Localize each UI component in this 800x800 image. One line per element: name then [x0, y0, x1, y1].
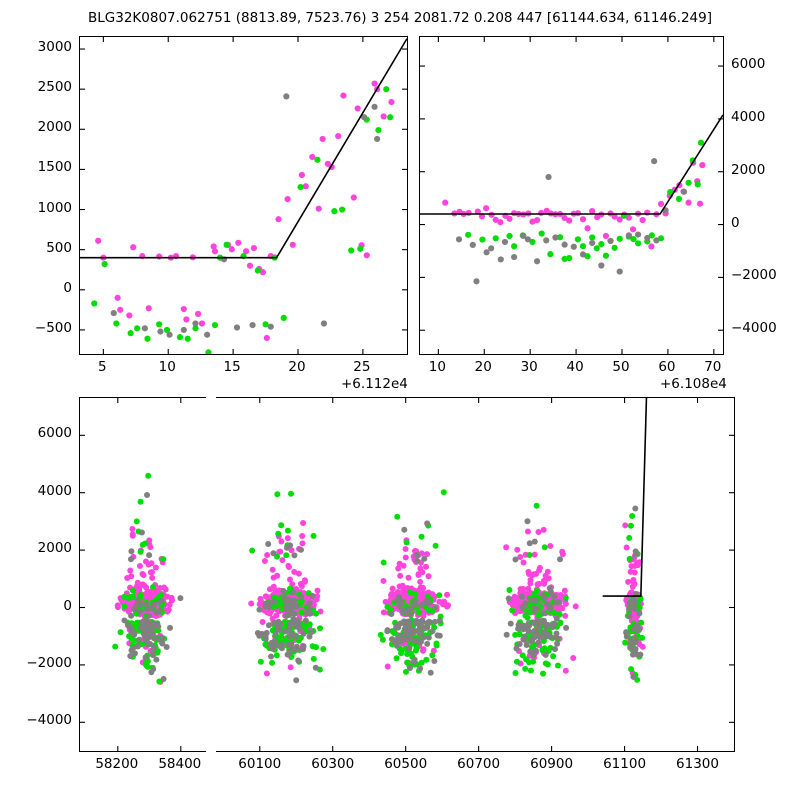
tick-label: 30 — [520, 359, 538, 375]
tick-label: −500 — [34, 319, 72, 336]
tick-label: 60500 — [384, 756, 428, 772]
tick-label: 2000 — [731, 161, 766, 178]
tick-label: 20 — [288, 359, 306, 375]
top-right-plot-area — [420, 37, 723, 354]
tick-label: 20 — [474, 359, 492, 375]
tick-label: 500 — [46, 239, 72, 256]
tick-label: 40 — [566, 359, 584, 375]
tick-label: 60 — [658, 359, 676, 375]
tick-label: 2000 — [37, 540, 72, 557]
tick-label: 61100 — [603, 756, 647, 772]
tick-label: 60100 — [238, 756, 282, 772]
tick-label: 0 — [63, 597, 72, 614]
tick-label: −4000 — [26, 712, 72, 729]
tick-label: 10 — [158, 359, 176, 375]
top-left-x-offset-label: +6.112e4 — [341, 376, 408, 392]
tick-label: 50 — [612, 359, 630, 375]
tick-label: 60900 — [530, 756, 574, 772]
top-left-plot-area — [80, 37, 407, 354]
tick-label: 4000 — [37, 482, 72, 499]
tick-label: −4000 — [731, 320, 777, 337]
tick-label: 0 — [63, 279, 72, 296]
tick-label: 4000 — [731, 108, 766, 125]
tick-label: 60700 — [457, 756, 501, 772]
panel-top-right — [419, 36, 724, 355]
tick-label: 25 — [353, 359, 371, 375]
tick-label: 10 — [428, 359, 446, 375]
tick-label: 1000 — [37, 199, 72, 216]
panel-top-left — [79, 36, 408, 355]
tick-label: 15 — [223, 359, 241, 375]
panel-bottom-left — [79, 397, 206, 752]
bottom-left-plot-area — [80, 398, 184, 751]
tick-label: 3000 — [37, 39, 72, 56]
tick-label: 70 — [704, 359, 722, 375]
tick-label: 0 — [731, 214, 740, 231]
figure-title: BLG32K0807.062751 (8813.89, 7523.76) 3 2… — [88, 10, 712, 26]
tick-label: −2000 — [26, 654, 72, 671]
tick-label: 2500 — [37, 79, 72, 96]
tick-label: −2000 — [731, 267, 777, 284]
bottom-right-plot-area — [248, 398, 734, 751]
tick-label: 2000 — [37, 119, 72, 136]
tick-label: 58200 — [95, 756, 139, 772]
tick-label: 61300 — [676, 756, 719, 772]
tick-label: 58400 — [158, 756, 202, 772]
tick-label: 6000 — [37, 425, 72, 442]
tick-label: 6000 — [731, 56, 766, 73]
panel-bottom-right — [216, 397, 735, 752]
top-right-x-offset-label: +6.108e4 — [660, 376, 727, 392]
tick-label: 5 — [98, 359, 107, 375]
tick-label: 1500 — [37, 159, 72, 176]
tick-label: 60300 — [311, 756, 355, 772]
